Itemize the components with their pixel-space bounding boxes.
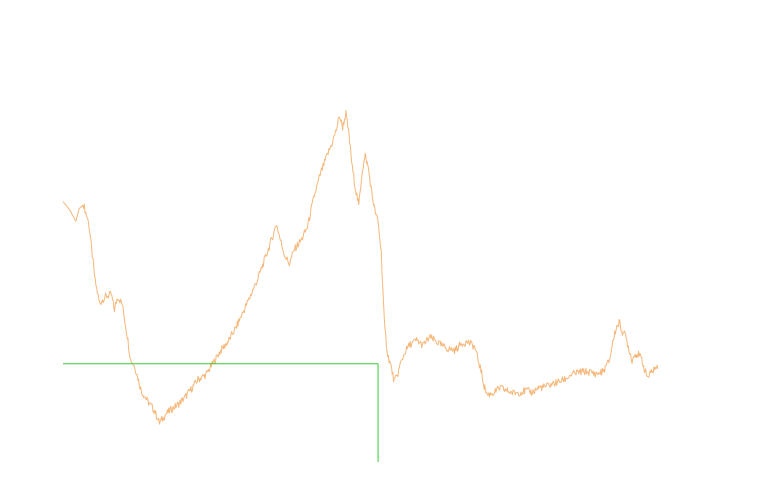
series-layer bbox=[62, 110, 659, 425]
series-line-0 bbox=[62, 110, 659, 425]
annotation-layer bbox=[63, 363, 379, 462]
